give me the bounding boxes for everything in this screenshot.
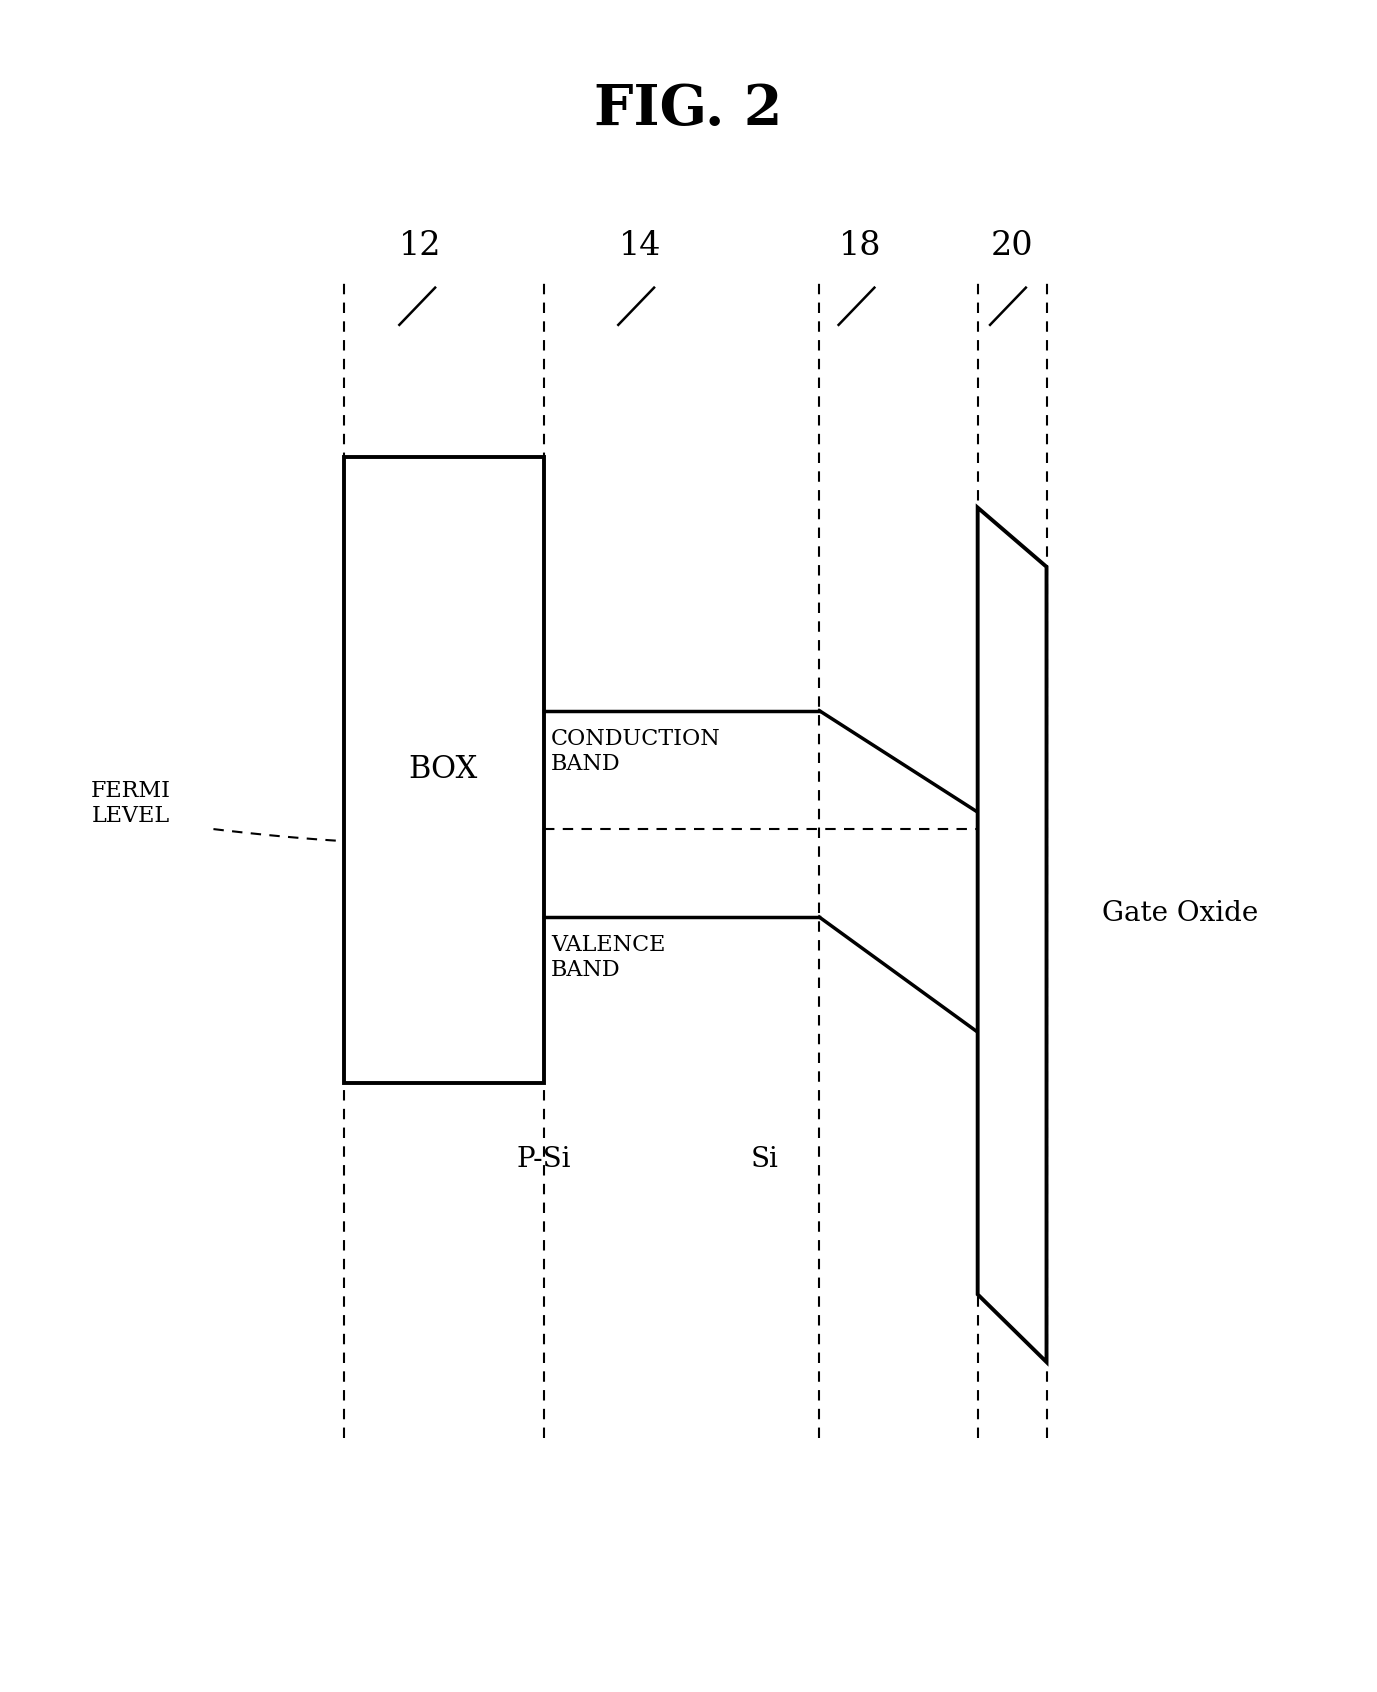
Text: FERMI
LEVEL: FERMI LEVEL	[91, 780, 171, 827]
Bar	[344, 457, 544, 1083]
Text: CONDUCTION
BAND: CONDUCTION BAND	[551, 728, 720, 775]
Polygon shape	[978, 508, 1047, 1362]
Text: 20: 20	[991, 230, 1033, 262]
Text: VALENCE
BAND: VALENCE BAND	[551, 934, 665, 981]
Text: 14: 14	[620, 230, 661, 262]
Text: FIG. 2: FIG. 2	[595, 83, 782, 137]
Text: 12: 12	[399, 230, 441, 262]
Text: 18: 18	[840, 230, 881, 262]
Text: Si: Si	[750, 1145, 778, 1173]
Text: Gate Oxide: Gate Oxide	[1102, 900, 1257, 927]
Text: P-Si: P-Si	[516, 1145, 571, 1173]
Text: BOX: BOX	[409, 755, 478, 785]
